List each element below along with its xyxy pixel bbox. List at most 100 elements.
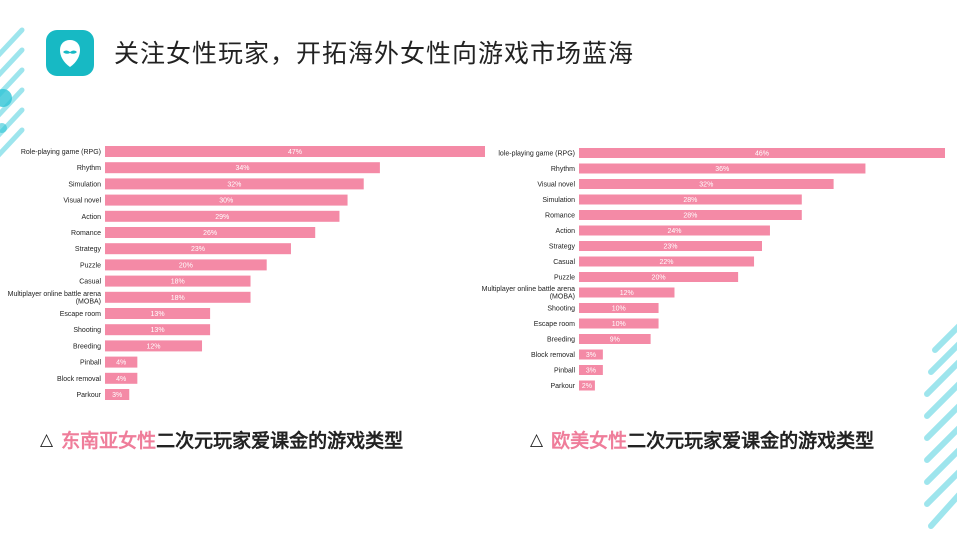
data-label: 20% (179, 262, 193, 269)
caption-right-text: 二次元玩家爱课金的游戏类型 (627, 430, 875, 452)
data-label: 24% (667, 228, 681, 235)
decorative-stripes-right (924, 323, 957, 529)
category-label: Multiplayer online battle arena (MOBA) (482, 286, 575, 301)
bar (105, 324, 211, 336)
data-label: 22% (660, 259, 674, 266)
caption-left-text: 二次元玩家爱课金的游戏类型 (156, 430, 404, 452)
bar (105, 308, 211, 319)
bar (579, 179, 834, 189)
bar (579, 365, 603, 375)
data-label: 32% (699, 182, 713, 189)
category-label: Shooting (547, 306, 575, 313)
category-label: Escape room (534, 321, 575, 328)
data-label: 29% (215, 214, 229, 221)
data-label: 23% (663, 244, 677, 251)
category-label: Breeding (547, 337, 575, 344)
category-label: Pinball (80, 360, 101, 367)
bar (579, 380, 595, 391)
category-label: Rhythm (77, 165, 101, 172)
bar (105, 178, 364, 190)
bar (105, 389, 130, 400)
category-label: Puzzle (80, 262, 101, 269)
data-label: 4% (116, 376, 126, 383)
bar (105, 210, 340, 222)
category-label: Casual (79, 279, 101, 286)
data-label: 18% (171, 279, 185, 286)
caption-left-highlight: 东南亚女性 (61, 430, 157, 452)
data-label: 12% (620, 290, 634, 297)
bar (579, 225, 770, 236)
bar (105, 162, 380, 174)
category-label: Strategy (549, 244, 576, 251)
bar (579, 210, 802, 220)
bar (105, 275, 251, 287)
category-label: Block removal (531, 352, 575, 359)
bar (579, 241, 762, 251)
bar (579, 334, 651, 344)
data-label: 20% (652, 275, 666, 282)
bar (579, 148, 945, 158)
category-label: Shooting (73, 327, 101, 334)
category-label: Puzzle (554, 275, 575, 282)
category-label: Escape room (60, 311, 101, 318)
data-label: 32% (227, 181, 241, 188)
app-logo (46, 30, 94, 76)
data-label: 10% (612, 321, 626, 328)
bar (579, 349, 603, 360)
data-label: 10% (612, 306, 626, 313)
data-label: 9% (610, 337, 620, 344)
category-label: Visual novel (63, 198, 101, 205)
data-label: 47% (288, 149, 302, 156)
triangle-icon: △ (40, 429, 54, 450)
bar (105, 243, 291, 255)
bar (579, 163, 866, 174)
bar (105, 194, 348, 206)
category-label: Rhythm (551, 166, 575, 173)
page-title: 关注女性玩家，开拓海外女性向游戏市场蓝海 (114, 39, 635, 68)
bar (579, 256, 755, 267)
bar (105, 356, 138, 368)
bar (105, 146, 485, 157)
data-label: 2% (582, 383, 592, 390)
category-label: Pinball (554, 368, 575, 375)
caption-left: △ 东南亚女性 二次元玩家爱课金的游戏类型 (40, 426, 403, 453)
chart-left: Role-playing game (RPG) 47% Rhythm 34% Simul… (8, 146, 485, 400)
category-label: Parkour (76, 392, 101, 399)
mustache-avatar-icon (60, 40, 80, 67)
category-label: Romance (71, 230, 101, 237)
category-label: Multiplayer online battle arena (MOBA) (8, 291, 101, 306)
data-label: 34% (235, 165, 249, 172)
data-label: 28% (683, 197, 697, 204)
category-label: Block removal (57, 376, 101, 383)
category-label: Simulation (68, 181, 101, 188)
category-label: Visual novel (537, 182, 575, 189)
chart-right: lole-playing game (RPG) 46% Rhythm 36% Visua… (482, 148, 945, 391)
data-label: 18% (171, 295, 185, 302)
triangle-icon: △ (530, 429, 544, 450)
data-label: 3% (586, 352, 596, 359)
data-label: 13% (151, 327, 165, 334)
data-label: 3% (112, 392, 122, 399)
bar (105, 227, 316, 238)
category-label: Strategy (75, 246, 102, 253)
bar (105, 259, 267, 271)
category-label: Action (82, 214, 102, 221)
data-label: 28% (683, 213, 697, 220)
data-label: 3% (586, 368, 596, 375)
category-label: Parkour (550, 383, 575, 390)
data-label: 4% (116, 360, 126, 367)
data-label: 26% (203, 230, 217, 237)
bar (105, 372, 138, 384)
bar (105, 340, 203, 352)
category-label: Simulation (542, 197, 575, 204)
data-label: 46% (755, 151, 769, 158)
category-label: Romance (545, 213, 575, 220)
data-label: 23% (191, 246, 205, 253)
caption-right: △ 欧美女性 二次元玩家爱课金的游戏类型 (530, 426, 874, 453)
decorative-stripes-left (0, 27, 25, 158)
bar (579, 194, 802, 205)
category-label: Role-playing game (RPG) (21, 149, 101, 156)
bar (579, 287, 675, 298)
data-label: 13% (151, 311, 165, 318)
bar (105, 291, 251, 303)
